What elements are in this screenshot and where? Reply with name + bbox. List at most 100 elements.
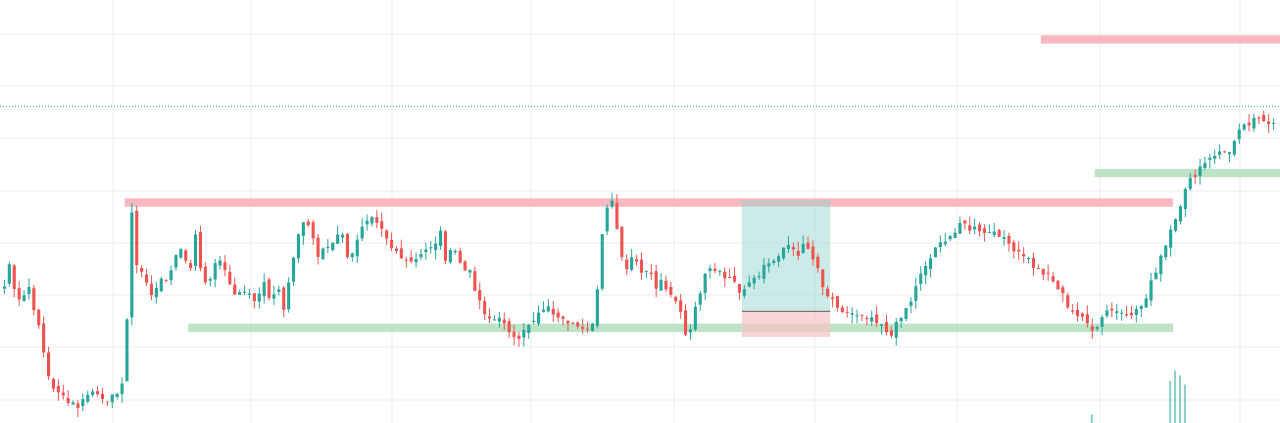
candle-body bbox=[718, 271, 722, 273]
candle-body bbox=[517, 335, 521, 339]
candle-body bbox=[546, 306, 550, 312]
candle-body bbox=[17, 288, 21, 300]
candle-body bbox=[987, 232, 991, 234]
candle-body bbox=[164, 279, 168, 281]
candle-body bbox=[924, 266, 928, 276]
candle-body bbox=[223, 262, 227, 270]
support-zone[interactable] bbox=[188, 323, 1174, 333]
candle-body bbox=[1252, 117, 1256, 129]
long-position-stop-zone[interactable] bbox=[741, 311, 831, 337]
candle-body bbox=[654, 271, 658, 289]
candle-body bbox=[1164, 245, 1168, 258]
candle-body bbox=[767, 263, 771, 267]
candle-body bbox=[1272, 122, 1276, 124]
candle-body bbox=[752, 277, 756, 284]
candle-body bbox=[130, 212, 134, 318]
candle-body bbox=[326, 246, 330, 248]
candle-body bbox=[953, 232, 957, 239]
candle-body bbox=[703, 273, 707, 294]
long-position-target-zone[interactable] bbox=[741, 200, 831, 312]
candle-body bbox=[296, 234, 300, 259]
candle-body bbox=[537, 312, 541, 324]
candle-body bbox=[835, 296, 839, 308]
candle-body bbox=[600, 234, 604, 289]
candle-body bbox=[595, 289, 599, 326]
candle-body bbox=[1257, 117, 1261, 119]
candle-body bbox=[1267, 121, 1271, 125]
candle-body bbox=[1071, 310, 1075, 312]
candle-body bbox=[1120, 312, 1124, 314]
candle-body bbox=[125, 319, 129, 382]
candle-body bbox=[541, 309, 545, 312]
candle-body bbox=[762, 264, 766, 279]
candle-body bbox=[1193, 175, 1197, 178]
candle-body bbox=[331, 242, 335, 251]
candle-body bbox=[1125, 314, 1129, 316]
candle-body bbox=[610, 200, 614, 207]
volume-bar bbox=[1174, 370, 1177, 423]
candle-body bbox=[1154, 272, 1158, 280]
candle-body bbox=[345, 233, 349, 257]
candle-body bbox=[409, 257, 413, 262]
support-zone[interactable] bbox=[1094, 168, 1280, 178]
candle-body bbox=[963, 220, 967, 224]
candle-body bbox=[1174, 219, 1178, 231]
candle-body bbox=[120, 383, 124, 395]
candle-body bbox=[566, 321, 570, 324]
resistance-zone[interactable] bbox=[124, 198, 1174, 207]
candle-body bbox=[958, 222, 962, 234]
candle-body bbox=[997, 229, 1001, 237]
resistance-zone[interactable] bbox=[1040, 35, 1280, 44]
candle-body bbox=[561, 316, 565, 319]
candle-body bbox=[385, 230, 389, 239]
candle-body bbox=[948, 235, 952, 240]
candle-body bbox=[644, 271, 648, 273]
candle-body bbox=[791, 246, 795, 250]
candle-body bbox=[140, 267, 144, 272]
candle-body bbox=[189, 263, 193, 269]
candle-body bbox=[203, 266, 207, 283]
candle-body bbox=[855, 315, 859, 317]
candle-body bbox=[669, 287, 673, 295]
candle-body bbox=[1017, 249, 1021, 252]
candle-body bbox=[100, 393, 104, 399]
candle-body bbox=[1218, 151, 1222, 155]
candle-body bbox=[228, 271, 232, 285]
candle-body bbox=[801, 243, 805, 253]
candle-body bbox=[1213, 155, 1217, 159]
candle-body bbox=[605, 207, 609, 232]
candle-body bbox=[37, 309, 41, 326]
candle-body bbox=[659, 279, 663, 291]
candle-body bbox=[845, 312, 849, 314]
candle-body bbox=[943, 241, 947, 245]
candle-body bbox=[757, 276, 761, 278]
candle-body bbox=[434, 243, 438, 251]
candle-body bbox=[1223, 151, 1227, 153]
candle-body bbox=[453, 250, 457, 253]
candle-body bbox=[973, 226, 977, 230]
candle-body bbox=[664, 280, 668, 290]
candle-body bbox=[375, 217, 379, 223]
candle-body bbox=[870, 317, 874, 322]
candle-body bbox=[502, 319, 506, 324]
candle-body bbox=[929, 258, 933, 270]
candle-body bbox=[233, 284, 237, 295]
candle-body bbox=[51, 378, 55, 389]
candle-body bbox=[105, 401, 109, 403]
candle-body bbox=[777, 256, 781, 262]
candle-body bbox=[909, 301, 913, 306]
candle-body bbox=[586, 328, 590, 330]
volume-bar bbox=[1090, 414, 1093, 423]
candle-body bbox=[1262, 114, 1266, 122]
candle-body bbox=[184, 250, 188, 261]
candle-body bbox=[71, 402, 75, 405]
candle-body bbox=[32, 288, 36, 311]
candle-body bbox=[875, 314, 879, 324]
candle-body bbox=[355, 239, 359, 257]
candle-body bbox=[688, 329, 692, 333]
candles bbox=[2, 110, 1276, 418]
candle-body bbox=[630, 257, 634, 270]
candle-body bbox=[370, 217, 374, 224]
